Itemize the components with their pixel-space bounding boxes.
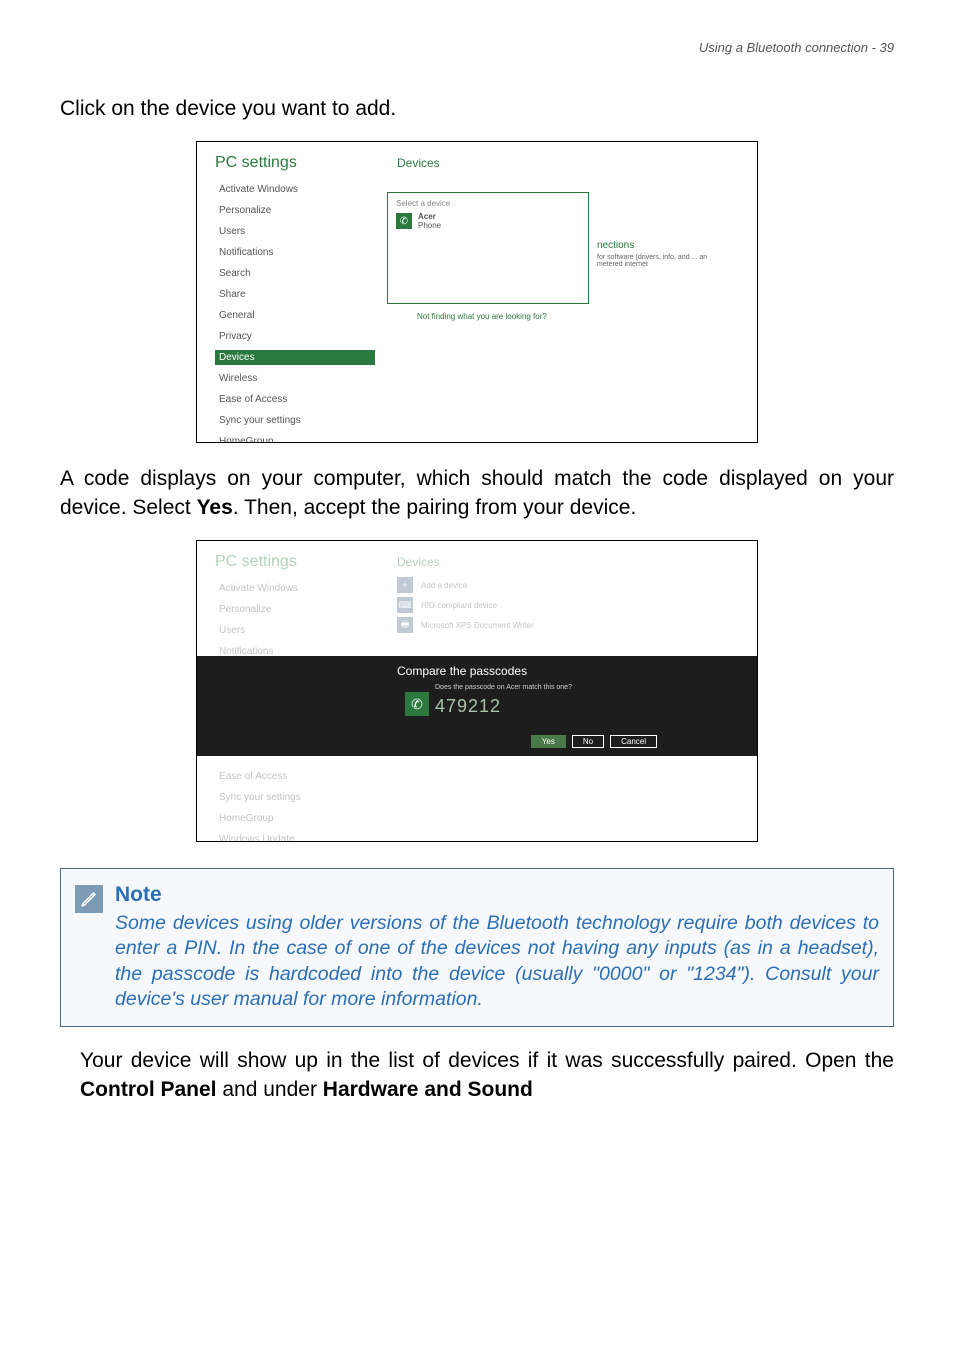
note-callout: Note Some devices using older versions o… — [60, 868, 894, 1027]
ss1-nav-item: Ease of Access — [215, 392, 375, 407]
ss2-row-label: HID-compliant device — [421, 601, 497, 610]
ss1-device-row: ✆ Acer Phone — [396, 212, 580, 230]
ss1-title: PC settings — [215, 154, 375, 172]
ss2-title: PC settings — [215, 553, 375, 571]
note-title: Note — [115, 883, 879, 907]
paragraph-3: Your device will show up in the list of … — [80, 1047, 894, 1104]
ss2-row-label: Add a device — [421, 581, 467, 590]
ss1-nav-item: Sync your settings — [215, 413, 375, 428]
note-content: Note Some devices using older versions o… — [115, 883, 879, 1012]
para3-bold2: Hardware and Sound — [323, 1078, 533, 1101]
ss2-button-row: Yes No Cancel — [531, 735, 657, 748]
ss2-device-row: + Add a device — [397, 577, 739, 593]
plus-icon: + — [397, 577, 413, 593]
ss1-right-title: Devices — [397, 156, 739, 170]
no-button: No — [572, 735, 604, 748]
ss2-nav-item: Users — [215, 623, 375, 638]
note-icon — [75, 885, 103, 913]
device-icon: ⌨ — [397, 597, 413, 613]
ss2-compare-title: Compare the passcodes — [397, 664, 527, 678]
ss1-nav-item: General — [215, 308, 375, 323]
ss2-right-title: Devices — [397, 555, 739, 569]
note-body: Some devices using older versions of the… — [115, 911, 879, 1012]
para2-text-b: . Then, accept the pairing from your dev… — [233, 496, 637, 519]
ss1-select-label: Select a device — [396, 199, 580, 208]
screenshot-pc-settings-devices: PC settings Activate Windows Personalize… — [196, 141, 758, 443]
phone-icon: ✆ — [396, 213, 412, 229]
screenshot-compare-passcodes: PC settings Activate Windows Personalize… — [196, 540, 758, 842]
ss1-device-name: Acer — [418, 212, 441, 221]
ss2-sidebar-top: PC settings Activate Windows Personalize… — [215, 553, 375, 665]
ss1-nav-item: HomeGroup — [215, 434, 375, 443]
para3-bold1: Control Panel — [80, 1078, 217, 1101]
printer-icon: 🖶 — [397, 617, 413, 633]
para3-text-a: Your device will show up in the list of … — [80, 1049, 894, 1072]
cancel-button: Cancel — [610, 735, 657, 748]
ss1-nav-item: Activate Windows — [215, 182, 375, 197]
para3-text-b: and under — [217, 1078, 323, 1101]
paragraph-1: Click on the device you want to add. — [60, 95, 894, 123]
ss1-nav-item: Personalize — [215, 203, 375, 218]
ss1-nav-item: Wireless — [215, 371, 375, 386]
ss1-nav-item-active: Devices — [215, 350, 375, 365]
ss2-sidebar-bottom: Ease of Access Sync your settings HomeGr… — [215, 763, 375, 842]
ss1-sidebar: PC settings Activate Windows Personalize… — [215, 154, 375, 443]
phone-icon: ✆ — [405, 692, 429, 716]
ss1-nav-item: Search — [215, 266, 375, 281]
ss2-device-row: 🖶 Microsoft XPS Document Writer — [397, 617, 739, 633]
ss2-pairing-overlay: Compare the passcodes Does the passcode … — [197, 656, 757, 756]
ss1-device-popover: Select a device ✆ Acer Phone — [387, 192, 589, 304]
ss1-nav-item: Users — [215, 224, 375, 239]
ss2-nav-item: Sync your settings — [215, 790, 375, 805]
para2-bold: Yes — [197, 496, 233, 519]
ss2-nav-item: Windows Update — [215, 832, 375, 842]
ss1-nav-item: Privacy — [215, 329, 375, 344]
ss1-device-sub: Phone — [418, 221, 441, 230]
yes-button: Yes — [531, 735, 566, 748]
ss2-device-row: ⌨ HID-compliant device — [397, 597, 739, 613]
page-header: Using a Bluetooth connection - 39 — [60, 40, 894, 55]
ss1-right-panel: Devices — [397, 156, 739, 178]
ss2-nav-item: Activate Windows — [215, 581, 375, 596]
ss1-connections-label: nections — [597, 240, 634, 251]
ss1-not-finding-link: Not finding what you are looking for? — [417, 312, 547, 321]
ss2-right-panel: Devices + Add a device ⌨ HID-compliant d… — [397, 555, 739, 637]
ss1-nav-item: Share — [215, 287, 375, 302]
paragraph-2: A code displays on your computer, which … — [60, 465, 894, 522]
ss2-passcode: 479212 — [435, 696, 501, 717]
ss2-nav-item: HomeGroup — [215, 811, 375, 826]
ss2-nav-item: Ease of Access — [215, 769, 375, 784]
ss2-row-label: Microsoft XPS Document Writer — [421, 621, 534, 630]
ss2-question: Does the passcode on Acer match this one… — [435, 684, 572, 691]
ss1-nav-item: Notifications — [215, 245, 375, 260]
ss2-nav-item: Personalize — [215, 602, 375, 617]
ss1-connections-sub: for software (drivers, info, and ... an … — [597, 254, 727, 268]
